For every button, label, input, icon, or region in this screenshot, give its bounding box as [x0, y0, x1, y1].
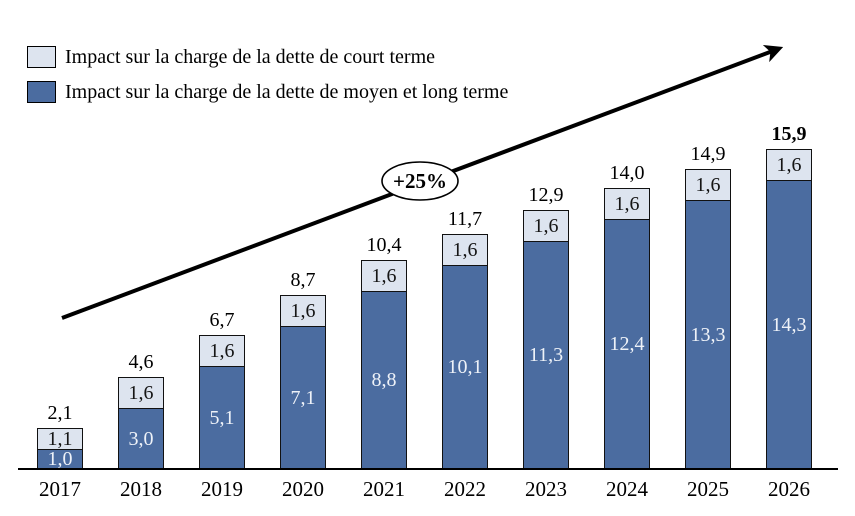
year-label: 2023	[525, 477, 567, 501]
legend-swatch-court-terme	[27, 46, 56, 68]
bar-group: 1,6 10,1	[442, 234, 488, 470]
year-label: 2024	[606, 477, 648, 501]
bar-group: 1,6 11,3	[523, 210, 569, 470]
total-label: 12,9	[528, 184, 564, 206]
bar-group: 1,6 3,0	[118, 377, 164, 470]
bar-segment-moyen-long-terme: 11,3	[523, 242, 569, 470]
bar-segment-moyen-long-terme: 13,3	[685, 201, 731, 470]
year-label: 2026	[768, 477, 810, 501]
bar-segment-moyen-long-terme: 3,0	[118, 409, 164, 470]
bar-segment-court-terme: 1,6	[766, 149, 812, 181]
legend: Impact sur la charge de la dette de cour…	[27, 45, 508, 115]
bar-segment-court-terme: 1,6	[280, 295, 326, 327]
legend-item-court-terme: Impact sur la charge de la dette de cour…	[27, 45, 508, 69]
bar-segment-moyen-long-terme: 12,4	[604, 220, 650, 470]
bar-group: 1,6 14,3	[766, 149, 812, 470]
bar-segment-court-terme: 1,6	[685, 169, 731, 201]
legend-item-moyen-long-terme: Impact sur la charge de la dette de moye…	[27, 80, 508, 104]
annotation-ellipse	[381, 161, 459, 201]
year-label: 2021	[363, 477, 405, 501]
bar-group: 1,1 1,0	[37, 428, 83, 470]
bar-group: 1,6 13,3	[685, 169, 731, 470]
annotation-label: +25%	[393, 169, 447, 193]
year-label: 2019	[201, 477, 243, 501]
legend-label-moyen-long-terme: Impact sur la charge de la dette de moye…	[65, 81, 509, 103]
year-label: 2020	[282, 477, 324, 501]
bar-segment-court-terme: 1,6	[442, 234, 488, 266]
total-label: 14,0	[609, 162, 645, 184]
bar-group: 1,6 5,1	[199, 335, 245, 470]
bar-segment-court-terme: 1,6	[361, 260, 407, 292]
year-label: 2025	[687, 477, 729, 501]
year-label: 2022	[444, 477, 486, 501]
total-label: 2,1	[47, 402, 73, 424]
bar-group: 1,6 12,4	[604, 188, 650, 470]
total-label: 10,4	[366, 234, 402, 256]
x-axis-line	[18, 468, 838, 470]
total-label: 11,7	[447, 208, 483, 230]
bar-segment-moyen-long-terme: 1,0	[37, 448, 83, 470]
legend-swatch-moyen-long-terme	[27, 81, 56, 103]
bar-segment-court-terme: 1,6	[523, 210, 569, 242]
bar-group: 1,6 7,1	[280, 295, 326, 470]
bar-segment-court-terme: 1,6	[118, 377, 164, 409]
bar-segment-moyen-long-terme: 14,3	[766, 181, 812, 470]
bar-segment-court-terme: 1,6	[604, 188, 650, 220]
total-label: 15,9	[771, 123, 807, 145]
year-label: 2017	[39, 477, 81, 501]
bar-segment-moyen-long-terme: 8,8	[361, 292, 407, 470]
total-label: 4,6	[128, 351, 154, 373]
year-label: 2018	[120, 477, 162, 501]
total-label: 8,7	[290, 269, 316, 291]
bar-segment-moyen-long-terme: 5,1	[199, 367, 245, 470]
bar-segment-court-terme: 1,6	[199, 335, 245, 367]
bar-segment-moyen-long-terme: 7,1	[280, 327, 326, 470]
legend-label-court-terme: Impact sur la charge de la dette de cour…	[65, 46, 436, 68]
bar-group: 1,6 8,8	[361, 260, 407, 470]
total-label: 6,7	[209, 309, 235, 331]
total-label: 14,9	[690, 143, 726, 165]
bar-segment-moyen-long-terme: 10,1	[442, 266, 488, 470]
bar-segment-court-terme: 1,1	[37, 428, 83, 450]
